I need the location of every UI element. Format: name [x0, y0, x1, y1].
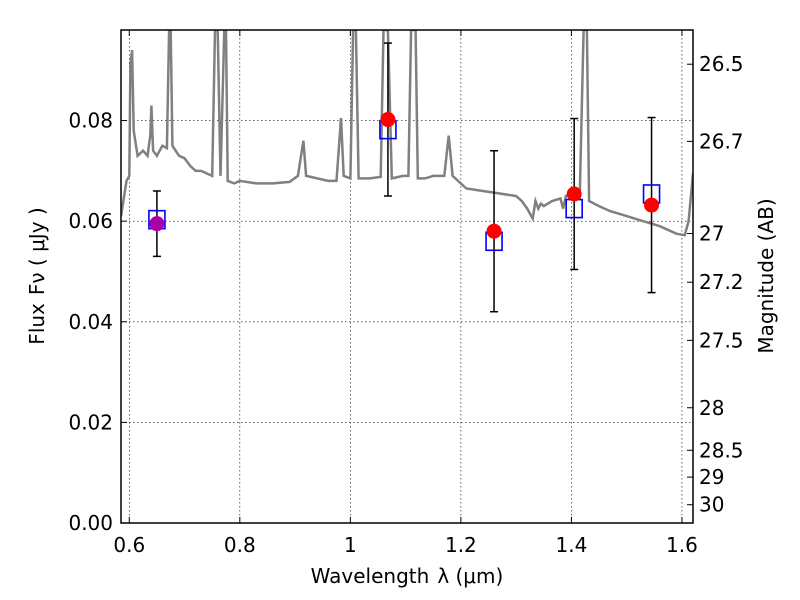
y2-tick-label: 27.5 — [699, 328, 744, 352]
y2-tick-label: 27.2 — [699, 270, 744, 294]
x-tick-label: 1.6 — [666, 533, 698, 557]
y2-tick-label: 28.5 — [699, 438, 744, 462]
observed-flux-markers — [149, 112, 660, 239]
y-tick-label: 0.08 — [68, 109, 113, 133]
observed-flux-point — [380, 112, 396, 128]
observed-flux-point — [566, 186, 582, 202]
model-spectrum — [121, 30, 693, 237]
x-tick-label: 1.4 — [556, 533, 588, 557]
x-tick-label: 1.2 — [445, 533, 477, 557]
y-tick-label: 0.02 — [68, 410, 113, 434]
y2-tick-label: 27 — [699, 222, 724, 246]
plot-frame — [120, 29, 694, 524]
model-spectrum-line — [121, 30, 693, 237]
y-tick-label: 0.06 — [68, 209, 113, 233]
y-tick-label: 0.00 — [68, 511, 113, 535]
y2-tick-label: 30 — [699, 493, 724, 517]
x-tick-label: 0.6 — [113, 533, 145, 557]
y2-tick-label: 29 — [699, 465, 724, 489]
y-axis-label: FluxFν ( μJy ) — [25, 207, 49, 344]
x-axis-label: Wavelength λ (μm) — [311, 564, 504, 588]
y2-tick-label: 28 — [699, 396, 724, 420]
y-tick-label: 0.04 — [68, 310, 113, 334]
observed-flux-point — [486, 223, 502, 239]
y2-tick-label: 26.7 — [699, 129, 744, 153]
axes: 0.6 0.8 1 1.2 1.4 1.6 0.00 0.02 0.04 0.06 0.08 26.5… — [68, 30, 744, 557]
grid-lines — [121, 30, 693, 524]
observed-flux-point — [644, 197, 660, 213]
x-tick-label: 1 — [344, 533, 357, 557]
observed-flux-point — [149, 216, 165, 232]
x-tick-label: 0.8 — [224, 533, 256, 557]
y2-axis-label: Magnitude (AB) — [754, 198, 778, 353]
y2-tick-label: 26.5 — [699, 52, 744, 76]
synthetic-flux-markers — [148, 119, 661, 252]
